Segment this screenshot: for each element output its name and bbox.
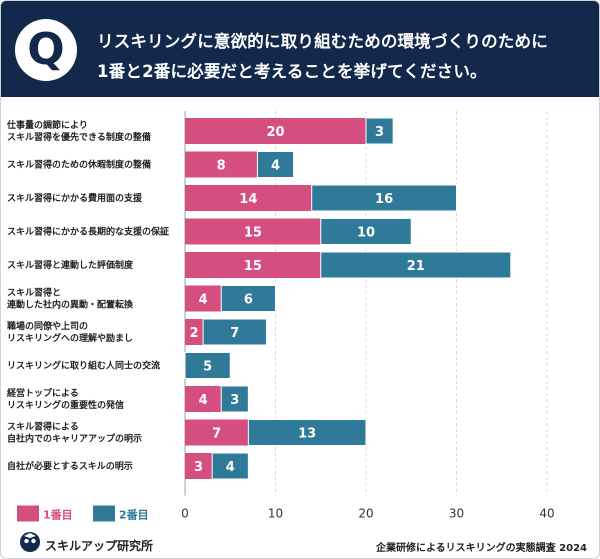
bar-segment [202, 318, 267, 346]
bar-segment [185, 285, 222, 312]
category-label: 仕事量の調節によりスキル習得を優先できる制度の整備 [6, 119, 151, 143]
data-label: 14 [239, 192, 257, 207]
category-label-line: スキル習得にかかる費用面の支援 [7, 192, 143, 204]
bar-segment [184, 352, 231, 379]
bar-segment [320, 218, 412, 245]
category-label-line: 連動した社内の異動・配置転換 [7, 299, 134, 311]
data-label: 8 [217, 159, 226, 174]
legend-label: 2番目 [119, 508, 149, 522]
brand-logo-icon [20, 532, 40, 552]
data-label: 3 [375, 125, 384, 140]
bar-segment [185, 386, 222, 412]
x-tick-label: 0 [181, 507, 189, 521]
bar-segment [185, 218, 321, 245]
x-tick-label: 10 [268, 507, 283, 521]
bar-segment [256, 151, 295, 178]
category-label: スキル習得による自社内でのキャリアアップの明示 [7, 421, 142, 445]
question-line-2: 1番と2番に必要だと考えることを挙げてください。 [97, 62, 487, 81]
bar-segment [220, 385, 249, 413]
category-label-line: スキル習得のための休暇制度の整備 [7, 159, 151, 171]
bar-segment [185, 419, 249, 446]
question-header: Q リスキリングに意欲的に取り組むための環境づくりのために 1番と2番に必要だと… [1, 1, 599, 97]
category-label-line: スキル習得と連動した評価制度 [7, 259, 134, 271]
category-label: リスキリングに取り組む人同士の交流 [7, 360, 160, 372]
bar-segment [365, 117, 394, 145]
data-label: 16 [375, 192, 393, 207]
data-label: 6 [244, 293, 253, 308]
data-label: 15 [244, 259, 262, 274]
bar-segment [220, 285, 276, 312]
category-label: スキル習得にかかる費用面の支援 [7, 192, 143, 204]
data-label: 21 [407, 259, 425, 274]
category-label: 職場の同僚や上司のリスキリングへの理解や励まし [7, 320, 133, 344]
data-label: 4 [271, 159, 280, 174]
data-label: 15 [244, 226, 262, 241]
bar-segment [185, 252, 321, 278]
category-label: 経営トップによるリスキリングの重要性の発信 [7, 387, 124, 411]
category-label: スキル習得と連動した社内の異動・配置転換 [7, 287, 134, 311]
bar-segment [185, 453, 213, 479]
stacked-bar-chart: 0 10 20 30 40 仕事量の調節によりスキル習得を優先できる制度の整備 20 3 スキル… [6, 111, 555, 522]
legend-swatch [17, 505, 39, 522]
question-line-1: リスキリングに意欲的に取り組むための環境づくりのために [97, 32, 548, 51]
bar-segment [185, 118, 366, 144]
bar-segment [311, 184, 458, 212]
legend-swatch [93, 505, 115, 522]
data-label: 20 [266, 125, 284, 140]
bar-segment [185, 185, 312, 211]
footer-brand: スキルアップ研究所 [45, 539, 154, 553]
category-label: スキル習得と連動した評価制度 [7, 259, 134, 271]
x-tick-label: 20 [358, 507, 373, 521]
category-label: 自社が必要とするスキルの明示 [7, 460, 133, 472]
footer-source: 企業研修によるリスキリングの実態調査 2024 [375, 543, 587, 554]
data-label: 4 [226, 460, 235, 475]
bar-segment [185, 319, 204, 345]
category-label-line: リスキリングに取り組む人同士の交流 [7, 360, 160, 372]
category-label-line: 自社内でのキャリアアップの明示 [7, 433, 142, 445]
bar-segment [185, 151, 258, 178]
q-badge: Q [15, 19, 77, 81]
category-label-line: スキル習得を優先できる制度の整備 [7, 131, 151, 143]
bar-segment [320, 251, 512, 279]
category-label-line: 経営トップによる [7, 387, 79, 399]
bar-segment [211, 452, 249, 480]
data-label: 13 [298, 427, 316, 442]
category-label-line: 自社が必要とするスキルの明示 [7, 460, 133, 472]
category-label-line: スキル習得と [7, 287, 61, 299]
data-label: 2 [190, 326, 199, 341]
category-label-line: リスキリングの重要性の発信 [7, 399, 124, 411]
category-label: スキル習得のための休暇制度の整備 [7, 159, 151, 171]
category-label-line: リスキリングへの理解や励まし [7, 332, 133, 344]
category-label-line: スキル習得にかかる長期的な支援の保証 [7, 226, 169, 238]
data-label: 4 [199, 393, 208, 408]
q-badge-letter: Q [27, 24, 65, 75]
category-label-line: 仕事量の調節により [6, 119, 88, 131]
legend-label: 1番目 [43, 508, 73, 522]
category-label-line: 職場の同僚や上司の [7, 320, 88, 332]
data-label: 4 [199, 293, 208, 308]
data-label: 3 [194, 460, 203, 475]
data-label: 7 [212, 427, 221, 442]
data-label: 10 [357, 226, 375, 241]
category-label-line: スキル習得による [7, 421, 79, 433]
bar-segment [247, 419, 367, 446]
category-label: スキル習得にかかる長期的な支援の保証 [7, 226, 169, 238]
data-label: 3 [230, 393, 239, 408]
x-tick-label: 30 [449, 507, 464, 521]
data-label: 5 [203, 360, 212, 375]
x-tick-label: 40 [539, 507, 554, 521]
data-label: 7 [230, 326, 239, 341]
